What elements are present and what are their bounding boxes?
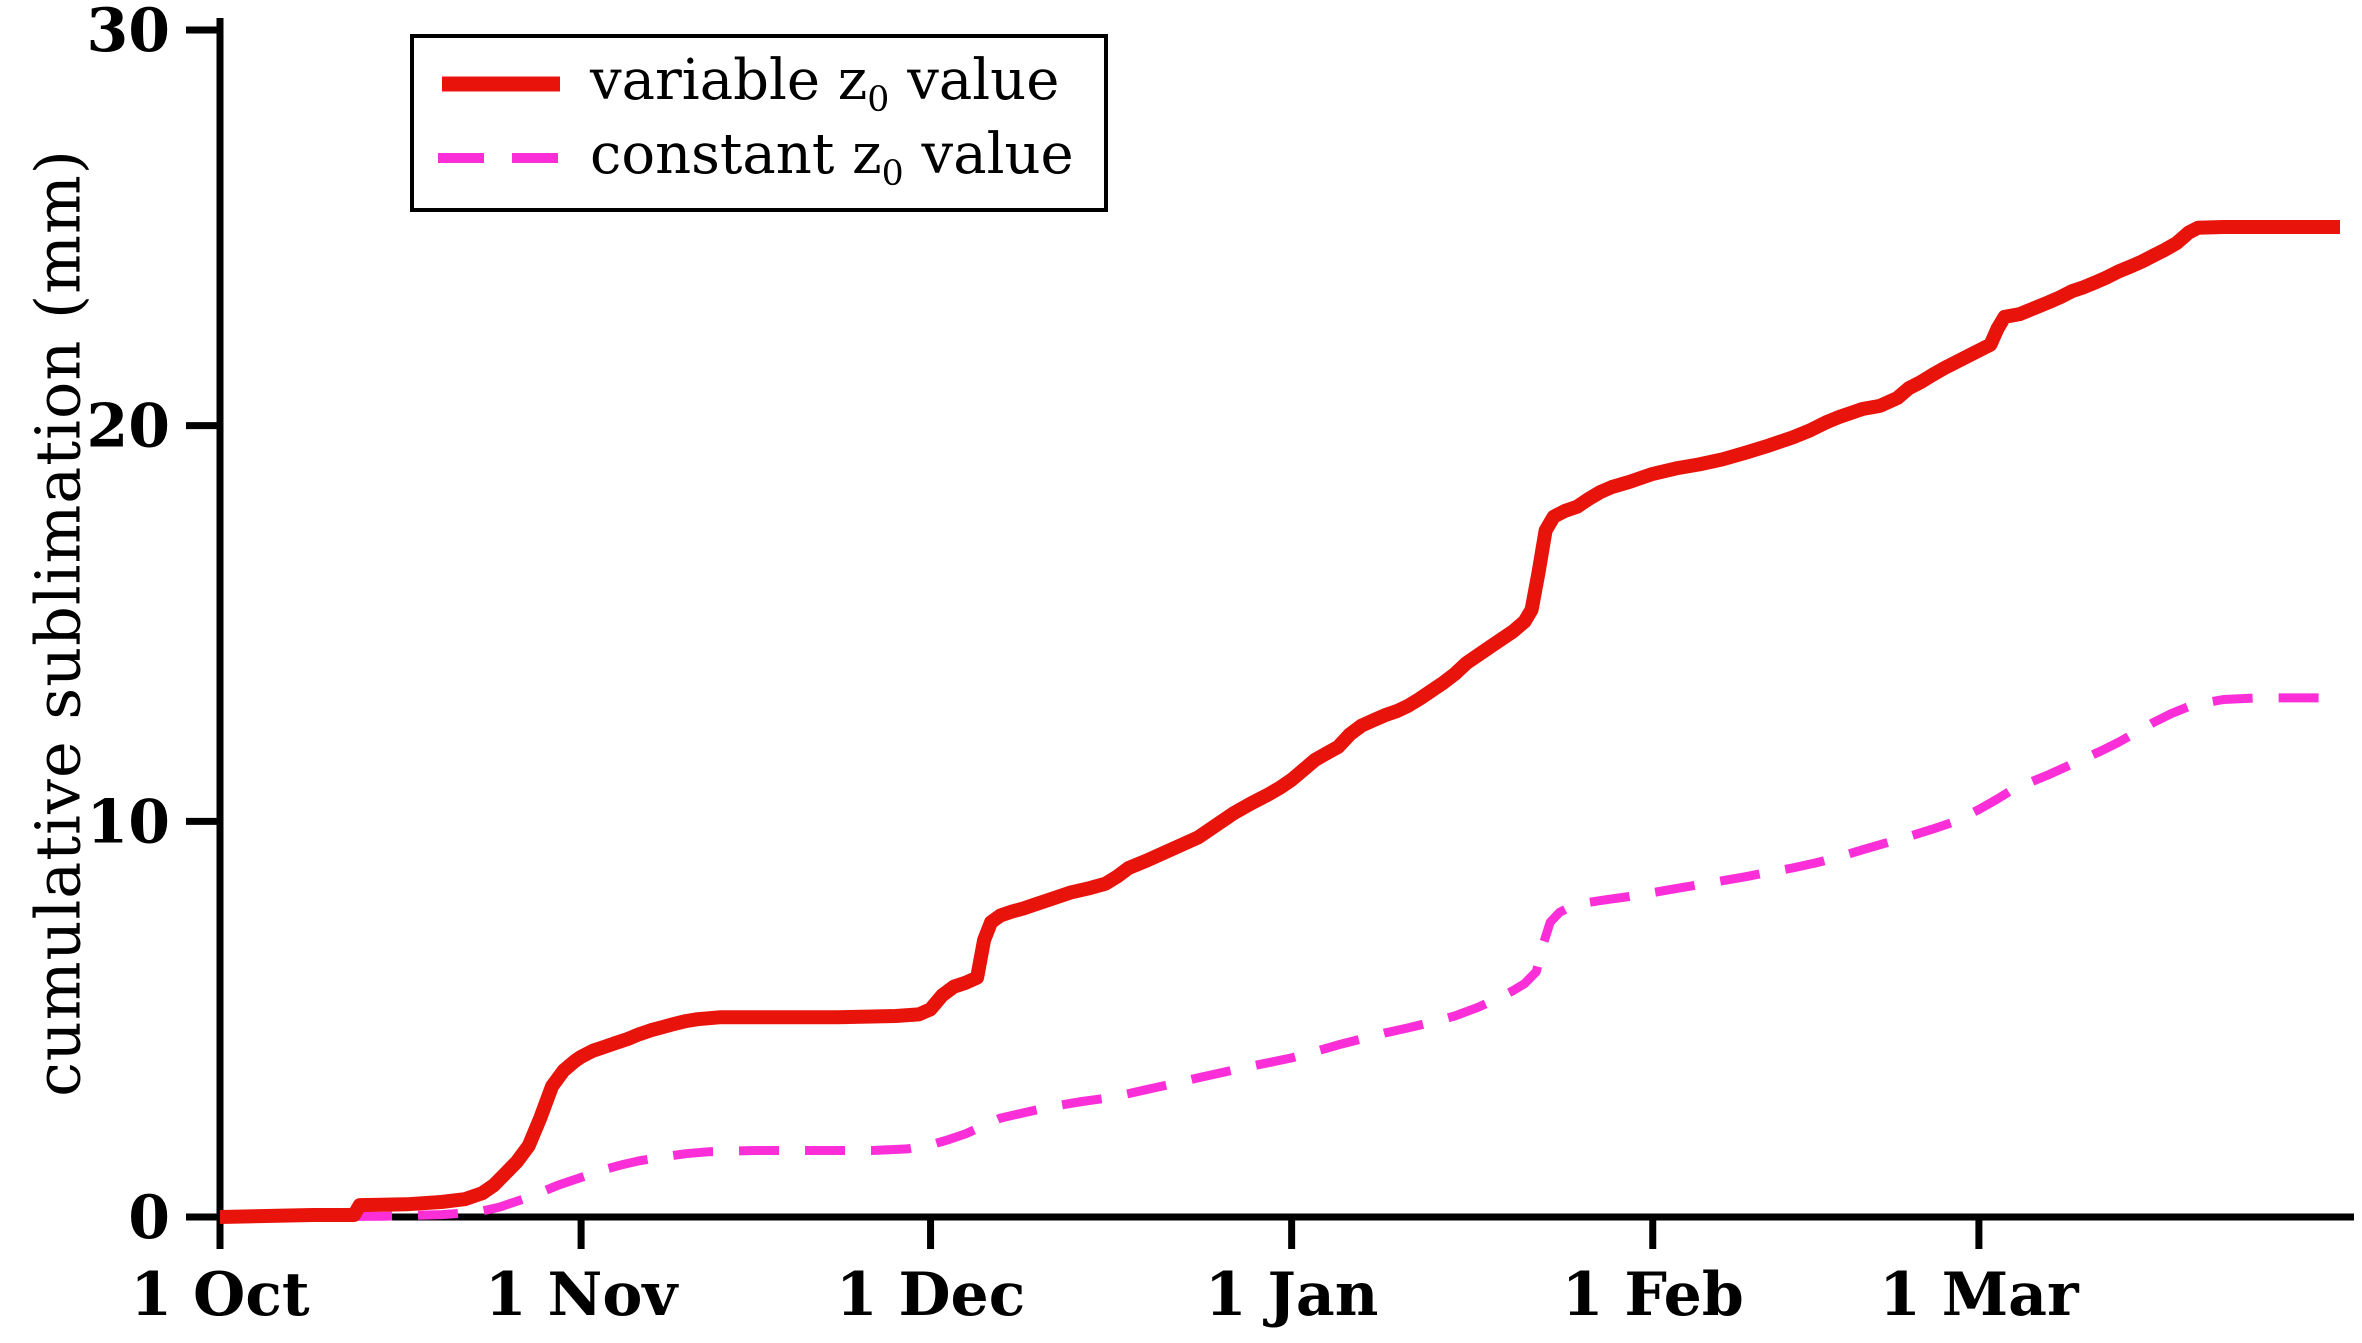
series-constant-z0: [219, 693, 2340, 1222]
y-axis-label: cumulative sublimation (mm): [21, 149, 95, 1097]
x-tick-label: 1 Jan: [1205, 1260, 1379, 1330]
legend-label-variable-z0: variable z0 value: [590, 48, 1059, 120]
legend-item-constant-z0: constant z0 value: [438, 122, 1074, 194]
legend-label-pre: variable z: [590, 47, 868, 113]
legend-label-constant-z0: constant z0 value: [590, 122, 1074, 194]
x-tick-label: 1 Oct: [130, 1260, 309, 1330]
legend-line-dashed-icon: [438, 153, 564, 163]
x-tick-label: 1 Nov: [485, 1260, 680, 1330]
x-tick-label: 1 Feb: [1562, 1260, 1744, 1330]
series-variable-z0: [219, 220, 2340, 1224]
y-tick-label: 30: [87, 0, 171, 66]
legend-label-sub: 0: [881, 154, 904, 195]
legend: variable z0 value constant z0 value: [410, 34, 1108, 212]
y-tick-label: 20: [87, 392, 171, 462]
legend-label-post: value: [889, 47, 1060, 113]
legend-label-pre: constant z: [590, 121, 882, 187]
y-tick-label: 0: [128, 1183, 170, 1253]
x-tick-label: 1 Dec: [836, 1260, 1025, 1330]
legend-line-solid-icon: [442, 76, 560, 92]
legend-label-post: value: [903, 121, 1074, 187]
x-tick-label: 1 Mar: [1879, 1260, 2080, 1330]
y-tick-label: 10: [87, 787, 171, 857]
legend-label-sub: 0: [867, 80, 890, 121]
legend-item-variable-z0: variable z0 value: [438, 48, 1074, 120]
